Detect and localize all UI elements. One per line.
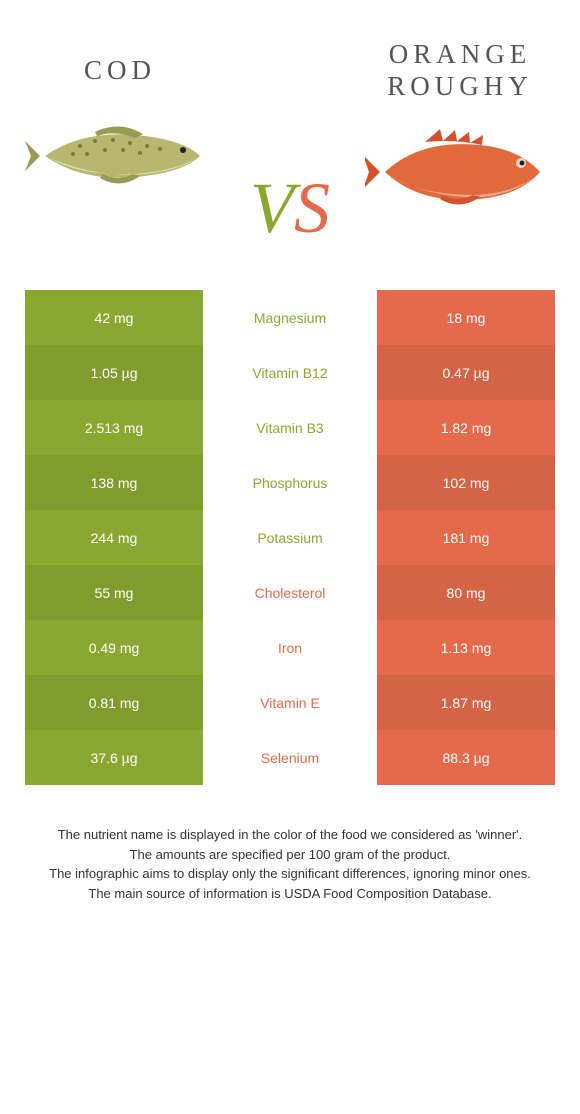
right-value-cell: 18 mg (377, 290, 555, 345)
right-value-cell: 1.87 mg (377, 675, 555, 730)
vs-text: VS (250, 167, 330, 250)
table-row: 244 mgPotassium181 mg (25, 510, 555, 565)
infographic-root: Cod (0, 0, 580, 913)
left-food-block: Cod (15, 54, 225, 216)
footer-line: The main source of information is USDA F… (20, 884, 560, 904)
cod-icon (25, 116, 215, 196)
right-food-title: Orange roughy (355, 38, 565, 103)
left-value-cell: 0.49 mg (25, 620, 203, 675)
left-value-cell: 2.513 mg (25, 400, 203, 455)
right-food-block: Orange roughy (355, 38, 565, 233)
table-row: 2.513 mgVitamin B31.82 mg (25, 400, 555, 455)
footer-line: The nutrient name is displayed in the co… (20, 825, 560, 845)
left-food-image (15, 96, 225, 216)
table-row: 1.05 µgVitamin B120.47 µg (25, 345, 555, 400)
left-value-cell: 138 mg (25, 455, 203, 510)
right-value-cell: 88.3 µg (377, 730, 555, 785)
vs-block: VS (225, 20, 355, 250)
footer-line: The infographic aims to display only the… (20, 864, 560, 884)
right-food-image (355, 112, 565, 232)
footer-line: The amounts are specified per 100 gram o… (20, 845, 560, 865)
right-value-cell: 181 mg (377, 510, 555, 565)
table-row: 138 mgPhosphorus102 mg (25, 455, 555, 510)
nutrient-label-cell: Selenium (203, 730, 377, 785)
table-row: 37.6 µgSelenium88.3 µg (25, 730, 555, 785)
left-value-cell: 42 mg (25, 290, 203, 345)
nutrient-label-cell: Vitamin E (203, 675, 377, 730)
nutrient-label-cell: Potassium (203, 510, 377, 565)
right-value-cell: 0.47 µg (377, 345, 555, 400)
table-row: 42 mgMagnesium18 mg (25, 290, 555, 345)
footer-notes: The nutrient name is displayed in the co… (20, 825, 560, 903)
nutrient-label-cell: Magnesium (203, 290, 377, 345)
right-value-cell: 80 mg (377, 565, 555, 620)
orange-roughy-icon (365, 127, 555, 217)
vs-letter-v: V (250, 168, 294, 248)
nutrient-label-cell: Cholesterol (203, 565, 377, 620)
table-row: 0.81 mgVitamin E1.87 mg (25, 675, 555, 730)
nutrient-label-cell: Vitamin B12 (203, 345, 377, 400)
table-row: 0.49 mgIron1.13 mg (25, 620, 555, 675)
right-value-cell: 1.82 mg (377, 400, 555, 455)
header: Cod (15, 20, 565, 250)
table-row: 55 mgCholesterol80 mg (25, 565, 555, 620)
nutrient-label-cell: Vitamin B3 (203, 400, 377, 455)
left-value-cell: 37.6 µg (25, 730, 203, 785)
comparison-table: 42 mgMagnesium18 mg1.05 µgVitamin B120.4… (25, 290, 555, 785)
left-value-cell: 55 mg (25, 565, 203, 620)
right-value-cell: 102 mg (377, 455, 555, 510)
right-value-cell: 1.13 mg (377, 620, 555, 675)
left-value-cell: 244 mg (25, 510, 203, 565)
left-value-cell: 0.81 mg (25, 675, 203, 730)
nutrient-label-cell: Phosphorus (203, 455, 377, 510)
left-value-cell: 1.05 µg (25, 345, 203, 400)
left-food-title: Cod (15, 54, 225, 86)
nutrient-label-cell: Iron (203, 620, 377, 675)
vs-letter-s: S (294, 168, 330, 248)
